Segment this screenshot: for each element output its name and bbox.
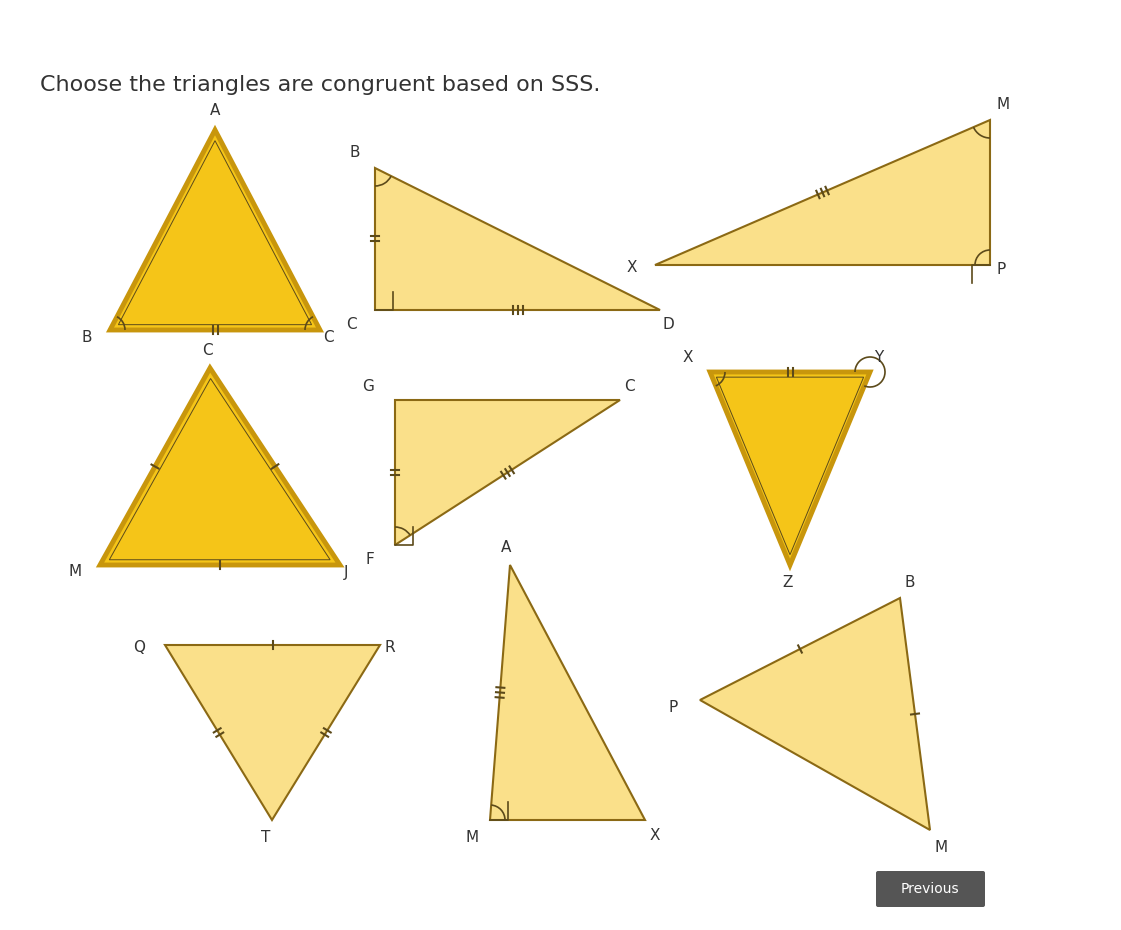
Polygon shape [110, 130, 319, 330]
Polygon shape [490, 565, 645, 820]
Text: R: R [385, 641, 395, 656]
Text: J: J [344, 565, 349, 579]
Polygon shape [700, 598, 930, 830]
Text: C: C [202, 343, 212, 358]
Polygon shape [100, 368, 340, 565]
Polygon shape [655, 120, 990, 265]
Text: C: C [346, 317, 356, 332]
FancyBboxPatch shape [876, 871, 985, 907]
Text: D: D [663, 317, 675, 332]
Text: X: X [627, 260, 637, 275]
Text: B: B [905, 575, 916, 590]
Text: A: A [210, 103, 220, 118]
Text: P: P [669, 700, 678, 715]
Text: M: M [465, 830, 479, 845]
Text: C: C [624, 379, 634, 394]
Text: B: B [350, 145, 360, 160]
Polygon shape [710, 372, 870, 565]
Polygon shape [395, 400, 620, 545]
Text: P: P [997, 262, 1007, 277]
Polygon shape [376, 168, 660, 310]
Text: G: G [362, 379, 374, 394]
Text: C: C [323, 329, 334, 344]
Text: X: X [650, 828, 660, 843]
Text: Previous: Previous [900, 882, 960, 896]
Text: M: M [997, 97, 1010, 112]
Text: F: F [365, 552, 374, 567]
Polygon shape [165, 645, 380, 820]
Text: Z: Z [782, 575, 794, 590]
Text: B: B [82, 329, 92, 344]
Text: M: M [935, 840, 948, 855]
Text: T: T [261, 830, 270, 845]
Text: Y: Y [874, 350, 883, 365]
Text: M: M [68, 565, 82, 579]
Text: X: X [683, 350, 693, 365]
Text: A: A [501, 540, 511, 555]
Text: Choose the triangles are congruent based on SSS.: Choose the triangles are congruent based… [40, 75, 601, 95]
Text: Q: Q [133, 641, 145, 656]
